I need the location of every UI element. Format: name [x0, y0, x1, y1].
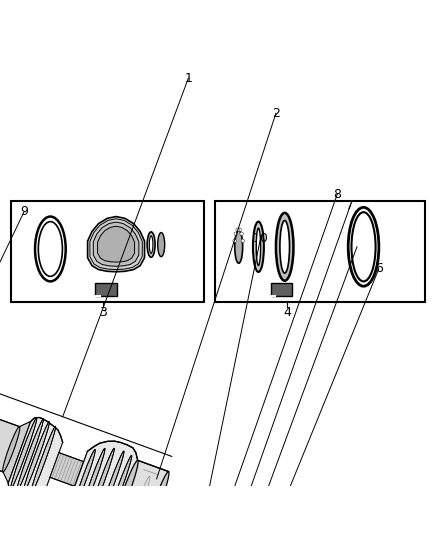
Ellipse shape — [256, 228, 261, 265]
Bar — [215, 201, 425, 302]
Polygon shape — [93, 222, 139, 266]
Ellipse shape — [211, 510, 229, 533]
Text: 10: 10 — [253, 231, 268, 245]
Ellipse shape — [115, 461, 138, 522]
Circle shape — [233, 239, 237, 243]
Ellipse shape — [158, 232, 165, 257]
Ellipse shape — [30, 426, 56, 495]
Polygon shape — [90, 219, 142, 270]
Ellipse shape — [178, 501, 186, 522]
Ellipse shape — [99, 451, 124, 520]
Ellipse shape — [39, 222, 63, 276]
Ellipse shape — [3, 426, 20, 472]
Ellipse shape — [235, 230, 243, 263]
Text: 1: 1 — [184, 71, 192, 85]
Ellipse shape — [75, 449, 95, 503]
Text: 9: 9 — [20, 205, 28, 218]
Circle shape — [248, 530, 252, 533]
Polygon shape — [154, 492, 186, 522]
Polygon shape — [8, 417, 63, 494]
Circle shape — [245, 531, 249, 533]
Text: 7: 7 — [346, 199, 354, 212]
Ellipse shape — [11, 418, 37, 490]
Circle shape — [240, 531, 244, 533]
Circle shape — [251, 531, 254, 533]
Ellipse shape — [107, 455, 132, 522]
Circle shape — [240, 525, 244, 529]
Text: 2: 2 — [272, 107, 280, 120]
Circle shape — [235, 520, 239, 524]
Circle shape — [236, 228, 240, 231]
Ellipse shape — [82, 448, 105, 510]
Ellipse shape — [196, 497, 217, 533]
Ellipse shape — [253, 222, 264, 272]
Ellipse shape — [276, 213, 293, 281]
Ellipse shape — [198, 497, 216, 533]
Polygon shape — [71, 441, 138, 529]
Circle shape — [226, 527, 231, 531]
Ellipse shape — [224, 523, 241, 533]
Text: 3: 3 — [99, 306, 107, 319]
Ellipse shape — [147, 232, 155, 257]
Circle shape — [231, 522, 235, 526]
Ellipse shape — [89, 448, 114, 516]
Ellipse shape — [22, 422, 49, 495]
Ellipse shape — [198, 497, 216, 533]
Polygon shape — [0, 413, 19, 472]
Circle shape — [240, 232, 244, 236]
Text: 6: 6 — [375, 262, 383, 275]
FancyBboxPatch shape — [271, 283, 292, 296]
Ellipse shape — [280, 221, 290, 273]
Ellipse shape — [212, 510, 227, 533]
Circle shape — [241, 239, 244, 243]
Polygon shape — [50, 453, 84, 486]
Text: 4: 4 — [283, 306, 291, 319]
Text: 8: 8 — [333, 188, 341, 201]
Polygon shape — [98, 226, 134, 262]
Ellipse shape — [351, 212, 376, 281]
Polygon shape — [88, 216, 145, 272]
Ellipse shape — [149, 236, 153, 253]
Ellipse shape — [212, 510, 227, 533]
Circle shape — [238, 228, 241, 231]
Bar — [11, 201, 204, 302]
FancyBboxPatch shape — [95, 283, 117, 296]
Ellipse shape — [226, 523, 240, 533]
Circle shape — [234, 232, 237, 236]
Polygon shape — [3, 422, 31, 483]
Polygon shape — [115, 461, 169, 533]
Ellipse shape — [16, 419, 43, 493]
Text: 5: 5 — [353, 240, 361, 253]
Ellipse shape — [146, 472, 169, 533]
Circle shape — [238, 521, 243, 525]
